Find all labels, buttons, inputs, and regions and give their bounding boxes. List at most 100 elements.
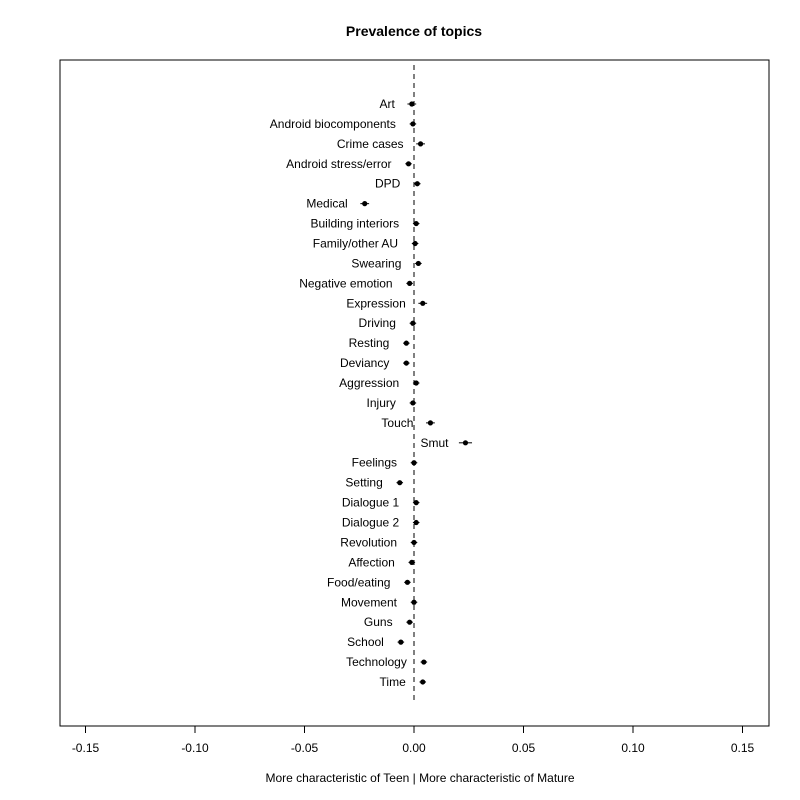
point-marker <box>420 300 426 306</box>
point-marker <box>403 360 409 366</box>
point-marker <box>411 539 417 546</box>
topic-point: Setting <box>345 476 404 490</box>
x-axis-label: More characteristic of Teen | More chara… <box>265 771 574 785</box>
point-marker <box>410 121 416 127</box>
point-marker <box>409 559 415 565</box>
topic-label: Food/eating <box>327 575 390 589</box>
topic-label: Resting <box>349 336 390 350</box>
point-marker <box>411 460 417 466</box>
topic-point: Building interiors <box>310 217 420 231</box>
topic-label: Injury <box>367 396 396 410</box>
point-marker <box>409 101 415 107</box>
x-tick-label: 0.15 <box>731 741 755 755</box>
topic-label: Dialogue 1 <box>342 496 400 510</box>
topic-label: Setting <box>345 476 382 490</box>
point-marker <box>410 320 416 326</box>
topic-point: Android biocomponents <box>270 117 417 131</box>
topic-label: Crime cases <box>337 137 404 151</box>
topic-label: Technology <box>346 655 407 669</box>
topic-label: Android biocomponents <box>270 117 396 131</box>
chart-title: Prevalence of topics <box>346 23 482 39</box>
point-marker <box>420 679 426 685</box>
point-marker <box>410 400 416 406</box>
topic-point: Resting <box>349 336 410 350</box>
point-marker <box>414 181 420 187</box>
topic-point: Revolution <box>340 535 418 549</box>
topic-label: Deviancy <box>340 356 389 370</box>
topic-point: Smut <box>420 436 473 450</box>
topic-label: Affection <box>348 555 394 569</box>
topic-point: Swearing <box>351 256 422 270</box>
point-marker <box>421 659 427 665</box>
topic-point: School <box>347 635 405 649</box>
topic-point: Crime cases <box>337 137 425 151</box>
x-tick-label: 0.10 <box>621 741 645 755</box>
topic-point: Affection <box>348 555 416 569</box>
topic-point: Android stress/error <box>286 157 412 171</box>
point-marker <box>398 639 404 645</box>
topic-point: Injury <box>367 396 417 410</box>
topic-label: Medical <box>306 197 347 211</box>
topic-point: Deviancy <box>340 356 410 370</box>
point-marker <box>427 420 434 426</box>
topic-point: Food/eating <box>327 575 411 589</box>
point-marker <box>412 240 418 247</box>
x-tick-label: -0.15 <box>72 741 100 755</box>
topic-point: Driving <box>359 316 417 330</box>
topic-label: Movement <box>341 595 398 609</box>
topic-point: Medical <box>306 197 370 211</box>
x-tick-label: 0.00 <box>402 741 426 755</box>
points-group: Art Android biocomponents Crime cases Andro… <box>270 97 473 689</box>
topic-point: Technology <box>346 655 428 669</box>
topic-label: School <box>347 635 384 649</box>
topic-label: Swearing <box>351 256 401 270</box>
topic-label: Art <box>379 97 395 111</box>
point-marker <box>413 220 419 227</box>
topic-point: Feelings <box>352 456 418 470</box>
point-marker <box>462 440 469 446</box>
topic-label: Dialogue 2 <box>342 516 400 530</box>
point-marker <box>362 201 368 207</box>
topic-point: Dialogue 1 <box>342 496 420 510</box>
point-marker <box>411 599 417 605</box>
topic-label: Touch <box>381 416 413 430</box>
point-marker <box>397 480 403 486</box>
topic-label: Revolution <box>340 535 397 549</box>
topic-label: Aggression <box>339 376 399 390</box>
topic-point: Aggression <box>339 376 420 390</box>
topic-point: Art <box>379 97 417 111</box>
point-marker <box>413 380 419 386</box>
x-tick-label: -0.05 <box>291 741 319 755</box>
topic-label: Family/other AU <box>313 237 398 251</box>
x-tick-label: -0.10 <box>181 741 209 755</box>
topic-label: DPD <box>375 177 401 191</box>
topic-point: Touch <box>381 416 435 430</box>
point-marker <box>413 519 419 526</box>
topic-point: Family/other AU <box>313 237 419 251</box>
topic-point: Dialogue 2 <box>342 516 420 530</box>
topic-point: DPD <box>375 177 421 191</box>
topic-label: Negative emotion <box>299 276 392 290</box>
point-marker <box>415 260 421 267</box>
topic-label: Smut <box>420 436 449 450</box>
point-marker <box>404 579 411 585</box>
point-marker <box>417 141 424 147</box>
point-marker <box>407 280 413 286</box>
topic-label: Expression <box>346 296 405 310</box>
topic-label: Guns <box>364 615 393 629</box>
topic-point: Time <box>380 675 427 689</box>
point-marker <box>403 340 409 346</box>
topic-label: Driving <box>359 316 396 330</box>
x-tick-label: 0.05 <box>512 741 536 755</box>
topic-point: Negative emotion <box>299 276 413 290</box>
topic-point: Expression <box>346 296 428 310</box>
topic-label: Feelings <box>352 456 397 470</box>
topic-point: Guns <box>364 615 413 629</box>
point-marker <box>405 161 412 167</box>
topic-point: Movement <box>341 595 418 609</box>
point-marker <box>407 619 413 625</box>
topic-label: Time <box>380 675 407 689</box>
point-marker <box>413 500 419 506</box>
topic-label: Android stress/error <box>286 157 391 171</box>
